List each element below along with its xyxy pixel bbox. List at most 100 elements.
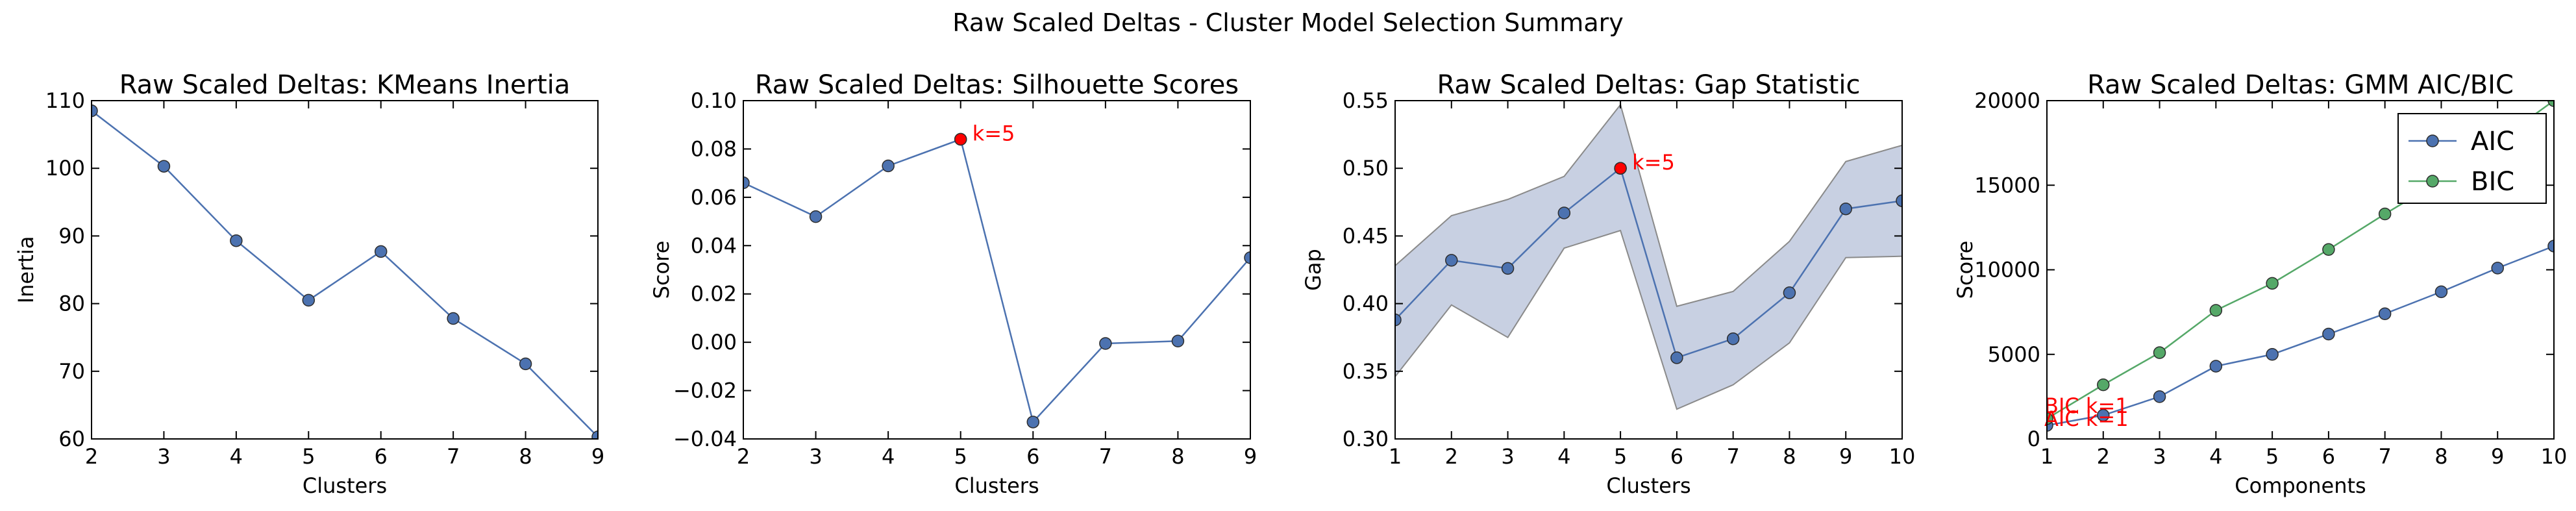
y-tick-label: 0.35 xyxy=(1343,359,1389,384)
plot-area xyxy=(92,104,598,439)
data-point xyxy=(2209,304,2223,317)
series-line xyxy=(743,138,1250,424)
data-point xyxy=(1099,337,1112,350)
series-line xyxy=(92,110,598,438)
data-point xyxy=(1395,313,1402,327)
x-tick-label: 10 xyxy=(2541,444,2568,469)
chart-title: Raw Scaled Deltas: KMeans Inertia xyxy=(119,70,571,100)
data-point xyxy=(1445,254,1458,267)
data-point xyxy=(2547,240,2554,253)
data-point xyxy=(882,159,895,173)
data-point xyxy=(92,104,98,118)
data-point xyxy=(230,234,243,247)
y-tick-label: 90 xyxy=(58,223,85,248)
annotation-label: AIC k=1 xyxy=(2044,406,2129,431)
axes-frame xyxy=(1394,100,1903,440)
plot-area xyxy=(2047,101,2554,432)
chart-title: Raw Scaled Deltas: GMM AIC/BIC xyxy=(2087,70,2514,100)
x-tick-label: 5 xyxy=(954,444,967,469)
x-tick-label: 1 xyxy=(1389,444,1402,469)
highlight-point xyxy=(954,132,967,146)
y-tick-label: 0.40 xyxy=(1343,292,1389,316)
data-point xyxy=(1557,206,1571,219)
data-point xyxy=(2097,408,2110,422)
plot-area xyxy=(1395,103,1902,410)
x-tick-label: 8 xyxy=(2434,444,2447,469)
y-tick-label: 0.55 xyxy=(1343,88,1389,113)
data-point xyxy=(2547,101,2554,107)
data-point xyxy=(2322,243,2335,256)
data-point xyxy=(302,293,316,307)
x-axis-label: Clusters xyxy=(954,473,1039,498)
x-tick-label: 8 xyxy=(519,444,532,469)
x-axis-label: Clusters xyxy=(1606,473,1690,498)
chart-panel-3: k=5 1 2 3 4 5 6 7 8 9 10 0.30 0.35 0.40 0.45 0.50 0.55 Ra… xyxy=(1301,70,1915,498)
y-tick-label: 0 xyxy=(2027,427,2040,451)
x-tick-label: 8 xyxy=(1783,444,1796,469)
legend-marker-aic xyxy=(2426,134,2439,147)
data-point xyxy=(447,312,460,325)
x-tick-label: 5 xyxy=(302,444,315,469)
y-tick-label: 0.00 xyxy=(691,330,737,355)
chart-title: Raw Scaled Deltas: Gap Statistic xyxy=(1437,70,1861,100)
y-tick-label: −0.02 xyxy=(673,379,737,403)
legend: AIC BIC xyxy=(2397,113,2547,204)
series-line xyxy=(1395,167,1902,359)
x-tick-label: 4 xyxy=(2209,444,2222,469)
x-tick-label: 2 xyxy=(737,444,750,469)
x-tick-label: 5 xyxy=(1614,444,1627,469)
x-tick-label: 9 xyxy=(2491,444,2504,469)
data-point xyxy=(519,357,532,371)
data-point xyxy=(1726,332,1740,345)
x-tick-label: 2 xyxy=(85,444,98,469)
chart-panel-1: 2 3 4 5 6 7 8 9 60 70 80 90 100 110 Raw Scaled Deltas:… xyxy=(14,70,604,498)
data-point xyxy=(1501,262,1515,275)
data-point xyxy=(2153,346,2166,359)
confidence-band xyxy=(1395,103,1902,410)
y-tick-label: 60 xyxy=(58,427,85,451)
axes-frame xyxy=(743,100,1251,440)
highlight-point xyxy=(1614,162,1627,175)
chart-panel-2: k=5 2 3 4 5 6 7 8 9 −0.04 −0.02 0.00 0.02 0.04 0.06 0.0… xyxy=(649,70,1257,498)
data-point xyxy=(591,430,598,439)
x-tick-label: 3 xyxy=(157,444,170,469)
x-tick-label: 3 xyxy=(2153,444,2166,469)
y-tick-label: 0.04 xyxy=(691,233,737,258)
data-point xyxy=(1171,334,1185,348)
data-point xyxy=(1670,351,1683,364)
y-axis-label: Gap xyxy=(1301,249,1326,291)
x-tick-label: 9 xyxy=(591,444,604,469)
chart-title: Raw Scaled Deltas: Silhouette Scores xyxy=(755,70,1239,100)
y-tick-label: 80 xyxy=(58,292,85,316)
x-tick-label: 3 xyxy=(1501,444,1514,469)
x-tick-label: 6 xyxy=(2322,444,2335,469)
legend-box xyxy=(2397,113,2547,204)
x-tick-label: 7 xyxy=(447,444,460,469)
y-tick-label: 0.02 xyxy=(691,282,737,306)
y-tick-label: 110 xyxy=(45,88,85,113)
y-tick-label: 0.08 xyxy=(691,136,737,161)
data-point xyxy=(1896,194,1902,207)
data-point xyxy=(2434,285,2448,299)
x-tick-label: 7 xyxy=(1726,444,1739,469)
data-point xyxy=(2266,348,2279,361)
data-point xyxy=(2378,307,2392,320)
y-axis-label: Inertia xyxy=(14,236,38,304)
x-tick-label: 8 xyxy=(1171,444,1184,469)
x-tick-label: 2 xyxy=(1445,444,1458,469)
y-tick-label: 5000 xyxy=(1988,342,2040,367)
data-point xyxy=(157,160,171,173)
data-point xyxy=(2266,277,2279,290)
x-tick-label: 7 xyxy=(1099,444,1112,469)
x-tick-label: 5 xyxy=(2266,444,2279,469)
series-line-aic xyxy=(2047,245,2554,427)
y-tick-label: 0.10 xyxy=(691,88,737,113)
x-axis-label: Clusters xyxy=(303,473,387,498)
data-point xyxy=(743,176,750,190)
legend-label-aic: AIC xyxy=(2471,127,2514,156)
figure-suptitle: Raw Scaled Deltas - Cluster Model Select… xyxy=(952,8,1623,37)
x-tick-label: 9 xyxy=(1839,444,1852,469)
x-tick-label: 4 xyxy=(882,444,895,469)
y-tick-label: 0.06 xyxy=(691,185,737,210)
